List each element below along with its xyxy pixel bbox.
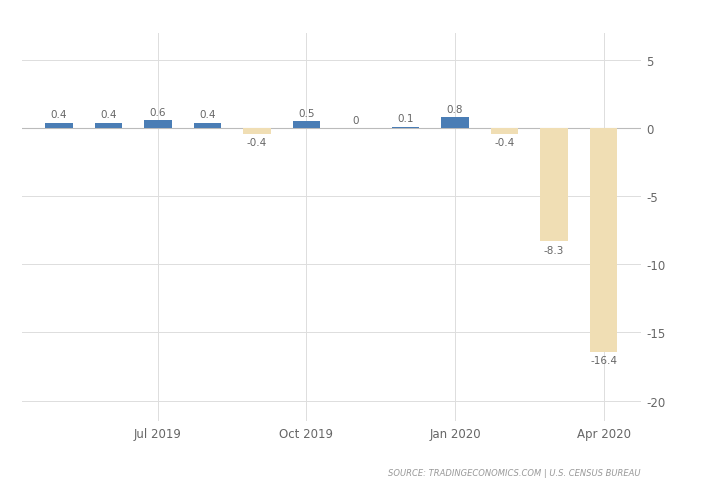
Bar xyxy=(243,129,271,135)
Bar xyxy=(441,118,469,129)
Bar xyxy=(392,128,419,129)
Text: 0: 0 xyxy=(353,116,359,125)
Text: -8.3: -8.3 xyxy=(544,245,564,255)
Text: 0.5: 0.5 xyxy=(298,109,314,119)
Text: 0.6: 0.6 xyxy=(150,107,166,118)
Text: -0.4: -0.4 xyxy=(494,138,515,148)
Bar xyxy=(45,123,73,129)
Text: 0.1: 0.1 xyxy=(397,114,414,124)
Text: 0.4: 0.4 xyxy=(100,110,116,120)
Text: 0.4: 0.4 xyxy=(51,110,67,120)
Text: SOURCE: TRADINGECONOMICS.COM | U.S. CENSUS BUREAU: SOURCE: TRADINGECONOMICS.COM | U.S. CENS… xyxy=(388,468,641,477)
Text: -16.4: -16.4 xyxy=(590,355,617,365)
Bar xyxy=(95,123,122,129)
Bar xyxy=(194,123,221,129)
Bar xyxy=(144,121,172,129)
Bar xyxy=(491,129,518,135)
Bar xyxy=(293,122,320,129)
Text: 0.4: 0.4 xyxy=(199,110,215,120)
Bar xyxy=(590,129,617,352)
Text: -0.4: -0.4 xyxy=(247,138,267,148)
Bar xyxy=(540,129,568,242)
Text: 0.8: 0.8 xyxy=(447,105,463,115)
